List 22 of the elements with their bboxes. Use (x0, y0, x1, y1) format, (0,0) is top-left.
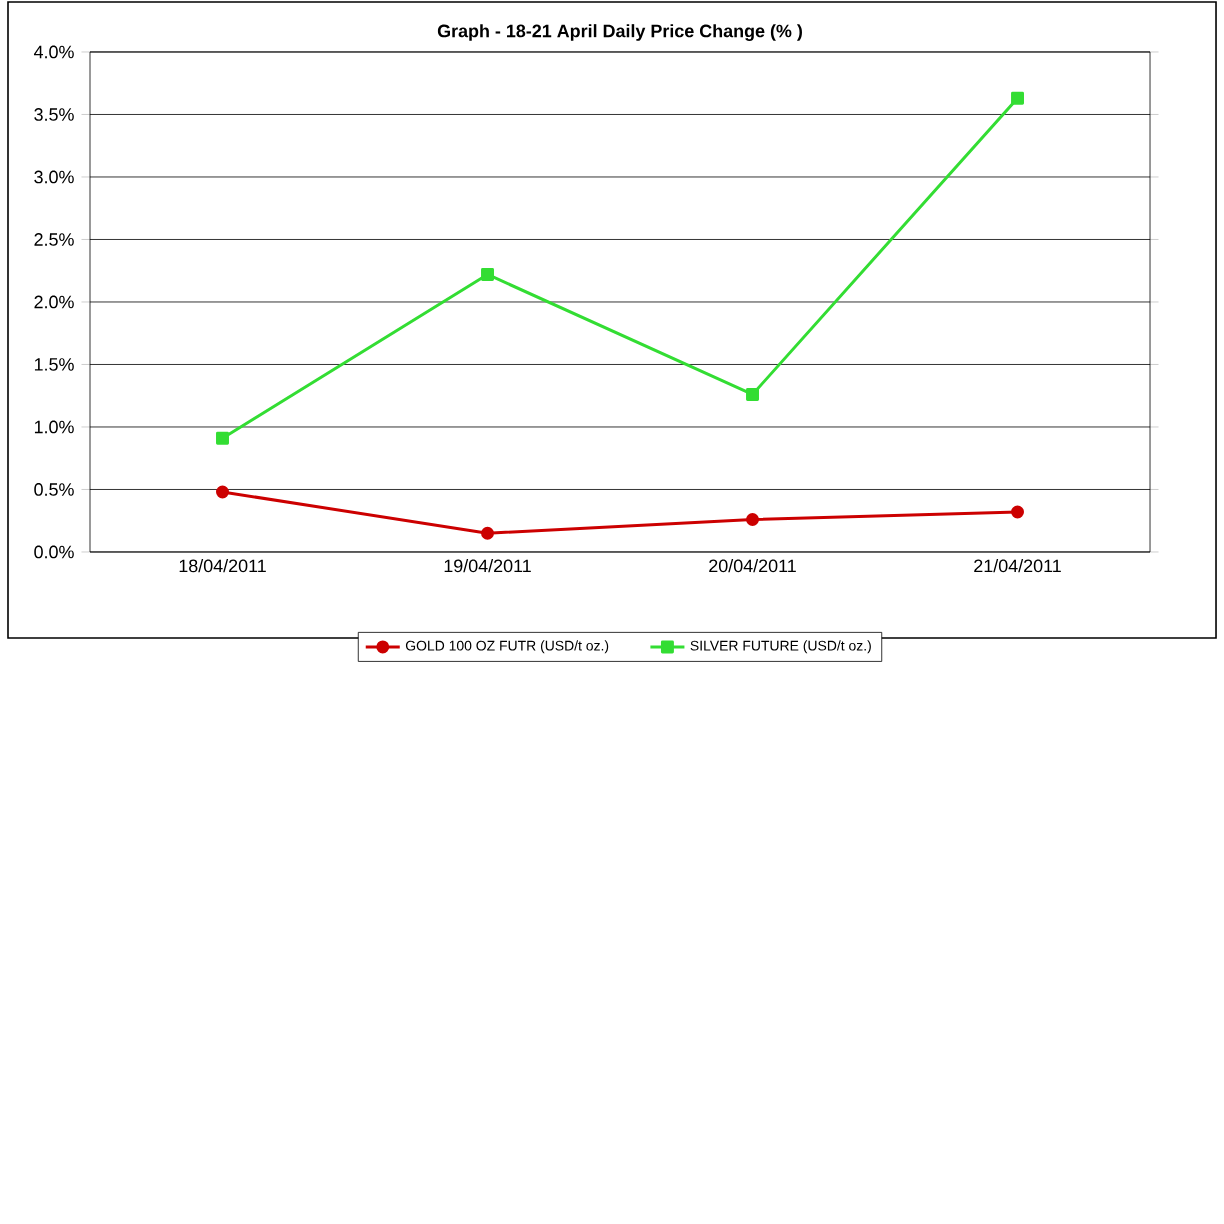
x-tick-label: 21/04/2011 (974, 559, 1061, 573)
point (1011, 91, 1024, 105)
x-tick-label: 19/04/2011 (444, 559, 531, 573)
x-tick-label: 18/04/2011 (179, 559, 266, 573)
chart-title: Graph - 18-21 April Daily Price Change (% ) (437, 24, 802, 41)
y-tick-label: 3.5% (34, 108, 74, 121)
y-tick-label: 2.0% (34, 295, 74, 309)
y-tick-label: 1.5% (34, 358, 74, 371)
y-tick-label: 0.0% (34, 545, 74, 559)
point (1011, 505, 1024, 519)
point (746, 388, 759, 401)
y-tick-label: 4.0% (33, 45, 74, 59)
y-tick-label: 1.0% (34, 420, 74, 434)
y-tick-label: 3.0% (34, 170, 74, 184)
y-tick-label: 2.5% (34, 233, 74, 246)
point (481, 526, 494, 540)
point (216, 485, 229, 499)
point (216, 431, 229, 445)
point (746, 513, 759, 526)
y-tick-label: 0.5% (34, 483, 74, 496)
point (481, 268, 494, 281)
x-tick-label: 20/04/2011 (709, 559, 796, 573)
